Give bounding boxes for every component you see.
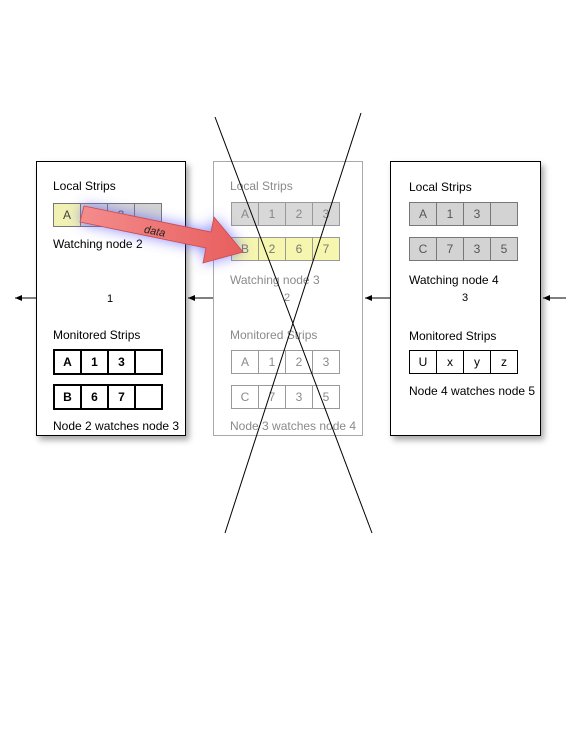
- strip-cell: 1: [258, 202, 286, 226]
- node-2-local-strip-1: A 1 2 3: [231, 202, 340, 226]
- strip-cell: 3: [463, 237, 491, 261]
- strip-cell: 3: [312, 202, 340, 226]
- strip-cell: 5: [312, 385, 340, 409]
- node-1-watching-label: Watching node 2: [53, 237, 143, 251]
- node-2-monitored-strip-1: A 1 2 3: [231, 350, 340, 374]
- strip-cell: 5: [490, 237, 518, 261]
- strip-cell: y: [463, 350, 491, 374]
- node-2-local-title: Local Strips: [230, 179, 293, 193]
- node-1-number: 1: [107, 293, 114, 305]
- node-2-watching-label: Watching node 3: [230, 273, 320, 287]
- node-3-number: 3: [462, 292, 469, 304]
- node-2-number: 2: [284, 292, 291, 304]
- node-3-local-title: Local Strips: [409, 180, 472, 194]
- cross-out-line-1: [214, 116, 373, 534]
- node-1-monitored-strip-1: A 1 3: [53, 349, 163, 375]
- strip-cell: 6: [285, 237, 313, 261]
- node-1-local-title: Local Strips: [53, 179, 116, 193]
- strip-cell: A: [231, 350, 259, 374]
- node-1-footer: Node 2 watches node 3: [53, 419, 180, 433]
- node-3-local-strip-2: C 7 3 5: [409, 237, 518, 261]
- strip-cell: 3: [312, 350, 340, 374]
- strip-cell: 2: [285, 202, 313, 226]
- node-2-box: Local Strips A 1 2 3 B 2 6 7 Watching no…: [213, 161, 363, 436]
- strip-cell: [490, 202, 518, 226]
- strip-cell: [134, 384, 163, 410]
- node-3-watching-label: Watching node 4: [409, 273, 499, 287]
- strip-cell: x: [436, 350, 464, 374]
- strip-cell: [134, 349, 163, 375]
- node-3-footer: Node 4 watches node 5: [409, 384, 536, 398]
- node-3-monitored-strip-1: U x y z: [409, 350, 518, 374]
- node-2-footer: Node 3 watches node 4: [230, 419, 357, 433]
- strip-cell: z: [490, 350, 518, 374]
- strip-cell: A: [53, 203, 81, 227]
- node-3-local-strip-1: A 1 3: [409, 202, 518, 226]
- strip-cell: 7: [312, 237, 340, 261]
- strip-cell: 3: [107, 349, 136, 375]
- strip-cell: 2: [285, 350, 313, 374]
- strip-cell: 7: [107, 384, 136, 410]
- strip-cell: C: [231, 385, 259, 409]
- node-1-monitored-strip-2: B 6 7: [53, 384, 163, 410]
- strip-cell: 1: [80, 349, 109, 375]
- node-3-monitored-title: Monitored Strips: [409, 329, 497, 343]
- data-arrow-label: data: [143, 224, 166, 240]
- strip-cell: A: [53, 349, 82, 375]
- node-1-monitored-title: Monitored Strips: [53, 328, 141, 342]
- data-arrow: [79, 205, 244, 264]
- strip-cell: 1: [436, 202, 464, 226]
- strip-cell: 3: [285, 385, 313, 409]
- strip-cell: 2: [258, 237, 286, 261]
- node-3-box: Local Strips A 1 3 C 7 3 5 Watching node…: [390, 161, 541, 436]
- cross-out-line-2: [224, 112, 362, 534]
- node-2-monitored-strip-2: C 7 3 5: [231, 385, 340, 409]
